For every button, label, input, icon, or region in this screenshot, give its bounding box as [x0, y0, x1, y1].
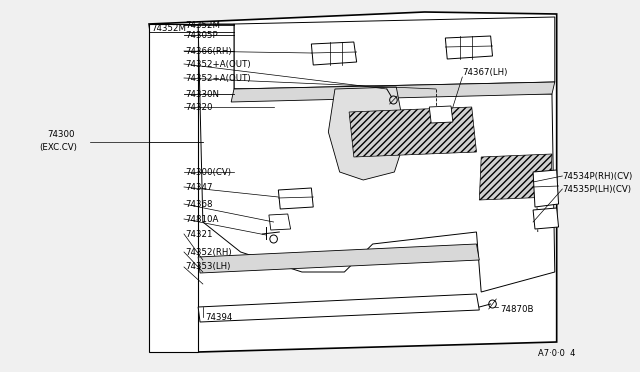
Text: 74352+A(OUT): 74352+A(OUT) — [185, 60, 250, 68]
Text: 74810A: 74810A — [185, 215, 218, 224]
Polygon shape — [198, 294, 479, 322]
Text: 74300: 74300 — [47, 129, 75, 138]
Polygon shape — [231, 82, 555, 102]
Text: 74368: 74368 — [185, 199, 212, 208]
Polygon shape — [278, 188, 313, 209]
Text: 74300(CV): 74300(CV) — [185, 167, 231, 176]
Text: 74347: 74347 — [185, 183, 212, 192]
Polygon shape — [149, 24, 198, 352]
Polygon shape — [445, 36, 493, 59]
Text: 74352+A(OUT): 74352+A(OUT) — [185, 74, 250, 83]
Text: 74535P(LH)(CV): 74535P(LH)(CV) — [563, 185, 631, 193]
Text: 74321: 74321 — [185, 230, 212, 238]
Text: 74352(RH): 74352(RH) — [185, 247, 232, 257]
Polygon shape — [149, 12, 557, 352]
Text: A7·0·0  4: A7·0·0 4 — [538, 350, 575, 359]
Polygon shape — [234, 17, 555, 89]
Text: 74305P: 74305P — [185, 31, 218, 39]
Text: 74366(RH): 74366(RH) — [185, 46, 232, 55]
Text: 74870B: 74870B — [500, 305, 534, 314]
Polygon shape — [479, 154, 552, 200]
Polygon shape — [198, 244, 479, 273]
Text: 74367(LH): 74367(LH) — [462, 67, 508, 77]
Text: 74352M: 74352M — [185, 20, 220, 29]
Polygon shape — [198, 24, 555, 292]
Polygon shape — [269, 214, 291, 230]
Text: 74352M: 74352M — [151, 23, 186, 32]
Text: 74394: 74394 — [205, 312, 233, 321]
Text: 74534P(RH)(CV): 74534P(RH)(CV) — [563, 171, 632, 180]
Polygon shape — [533, 170, 559, 207]
Polygon shape — [533, 208, 559, 229]
Text: 74353(LH): 74353(LH) — [185, 263, 230, 272]
Text: 74330N: 74330N — [185, 90, 219, 99]
Text: (EXC.CV): (EXC.CV) — [40, 142, 77, 151]
Polygon shape — [312, 42, 356, 65]
Polygon shape — [328, 87, 406, 180]
Text: 74320: 74320 — [185, 103, 212, 112]
Polygon shape — [429, 106, 453, 123]
Polygon shape — [349, 107, 476, 157]
